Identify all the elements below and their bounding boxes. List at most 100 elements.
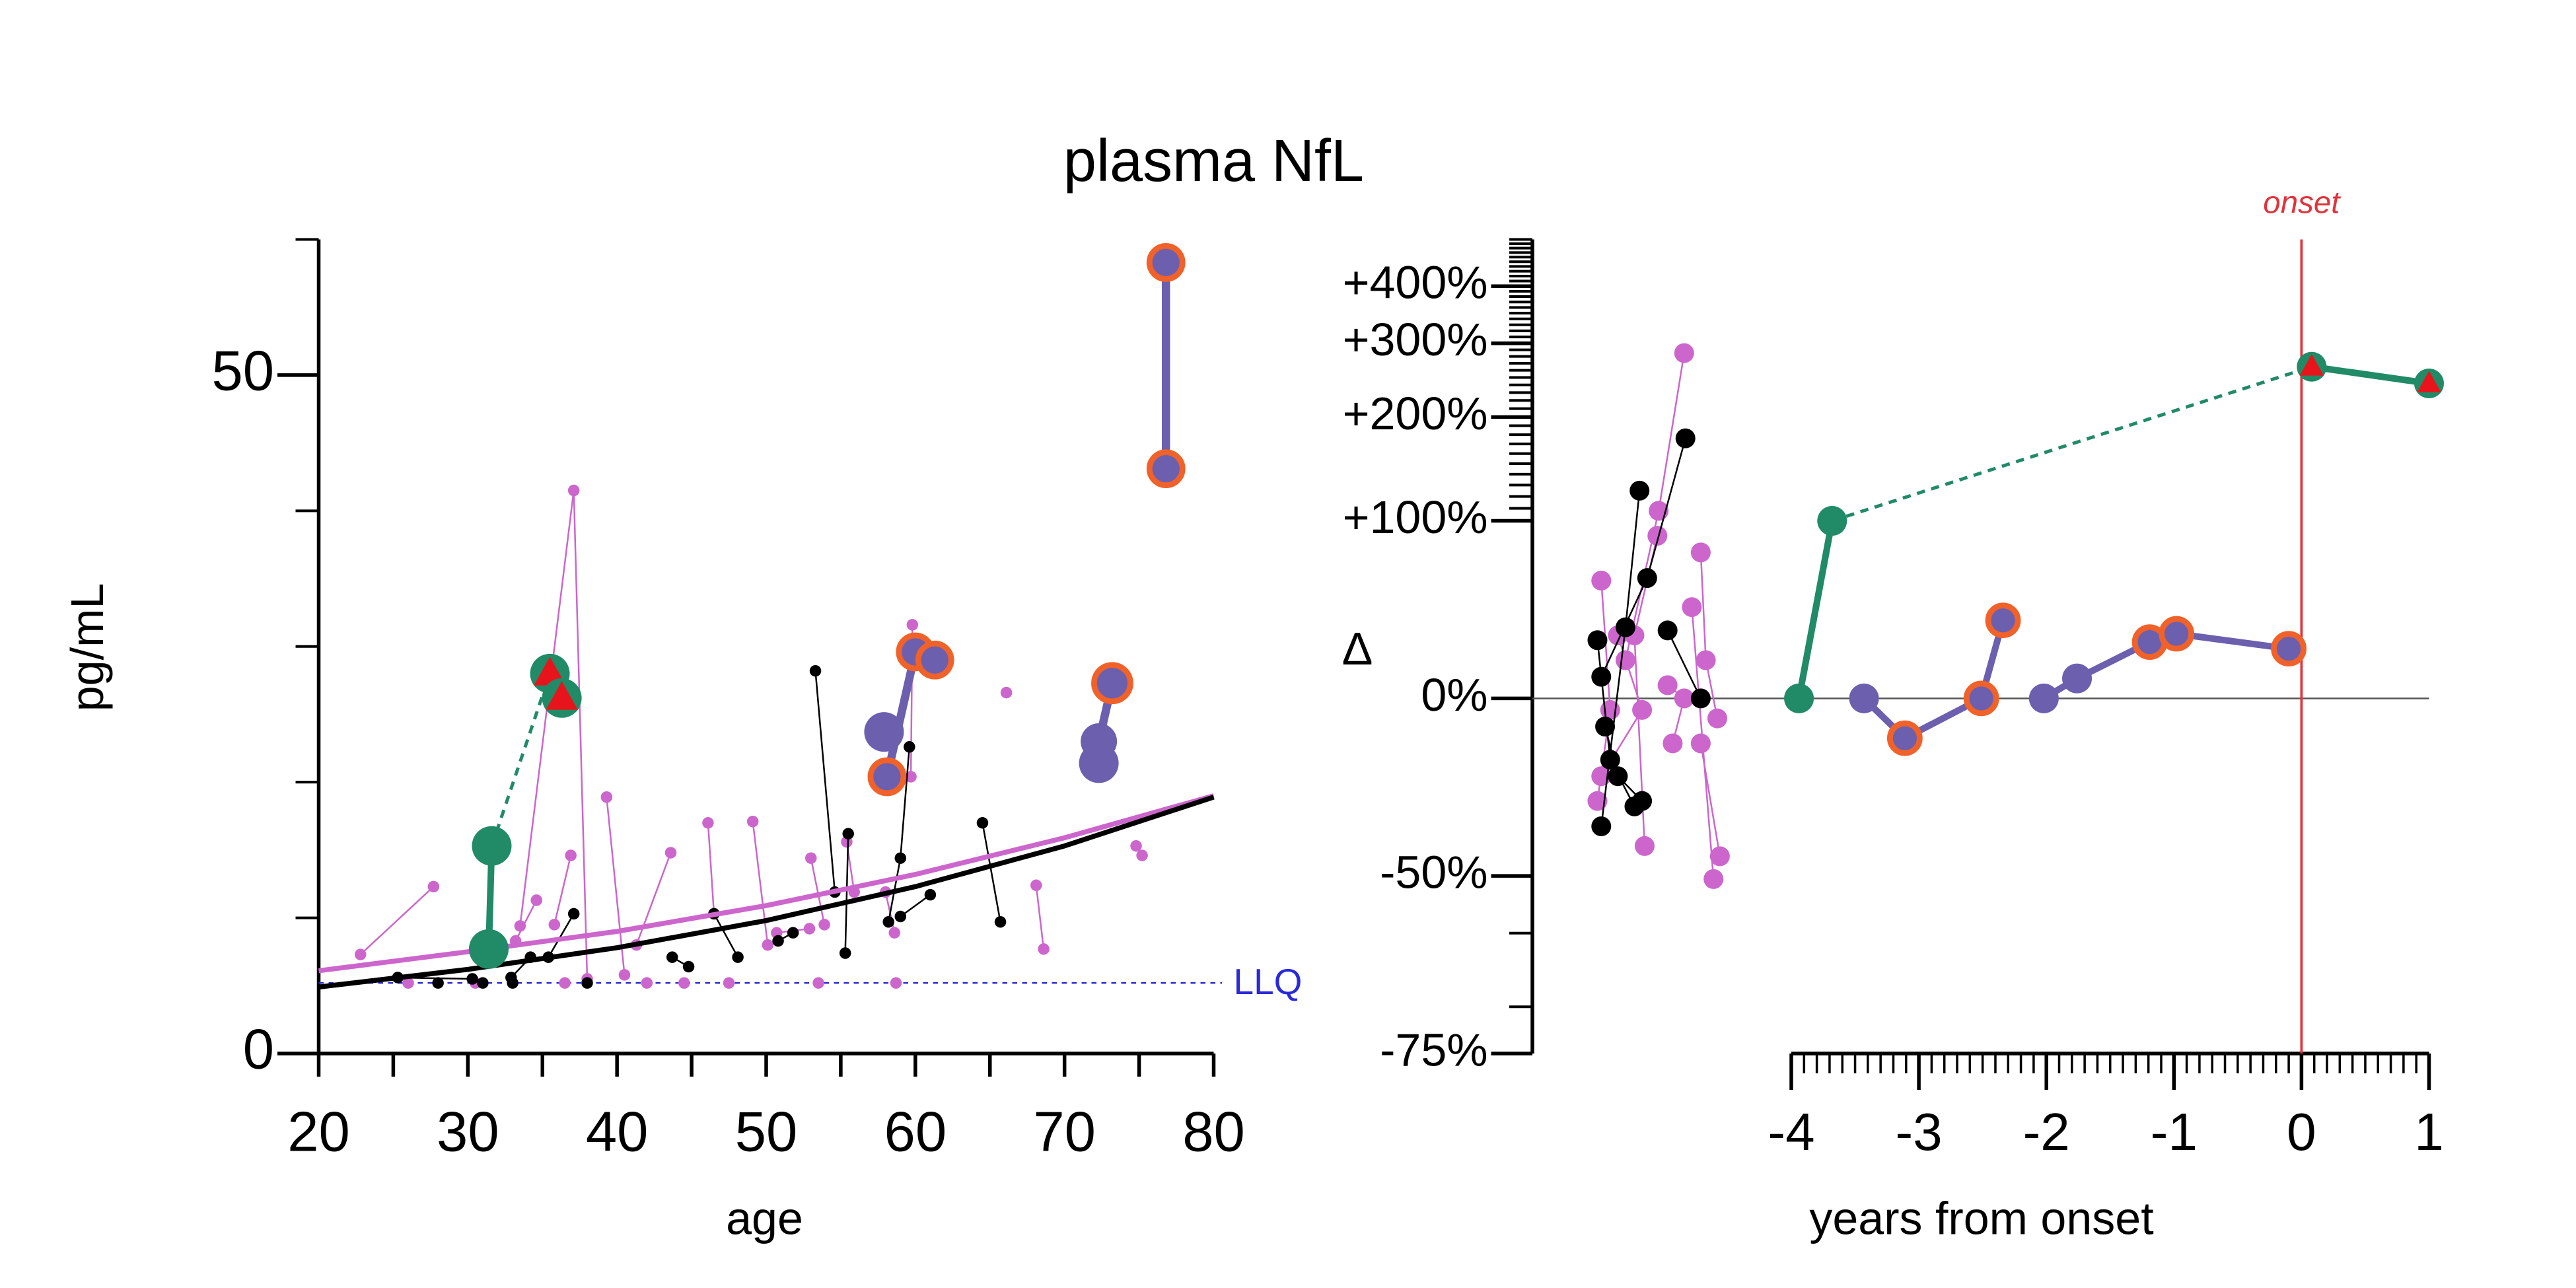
data-point: [1587, 630, 1608, 651]
data-point: [1674, 343, 1694, 363]
data-point: [1707, 708, 1727, 729]
data-point: [915, 640, 954, 680]
series-line: [548, 913, 575, 958]
y-tick-label: +300%: [1343, 314, 1488, 365]
data-point: [1595, 716, 1616, 736]
data-point: [468, 929, 509, 969]
data-point: [1690, 542, 1711, 563]
series-line: [810, 857, 826, 925]
series-line: [814, 670, 836, 892]
series-line: [1699, 743, 1721, 857]
data-point: [1784, 683, 1814, 713]
data-point: [904, 741, 915, 753]
data-point: [1674, 688, 1694, 709]
data-point: [432, 977, 444, 989]
data-point: [882, 915, 894, 928]
data-point: [1000, 686, 1013, 699]
data-point: [1146, 243, 1186, 282]
series-line: [1861, 619, 2007, 742]
data-point: [1587, 791, 1608, 811]
data-point: [787, 927, 799, 939]
x-tick-label: 0: [2287, 1102, 2316, 1161]
y-tick-label: +400%: [1343, 257, 1488, 308]
data-point: [732, 951, 744, 963]
data-point: [1647, 526, 1668, 546]
data-point: [1030, 879, 1042, 892]
data-point: [723, 977, 735, 989]
x-tick-label: -4: [1768, 1102, 1814, 1161]
x-axis-label: age: [726, 1192, 803, 1244]
data-point: [1690, 688, 1711, 709]
data-point: [1632, 699, 1653, 720]
data-point: [702, 817, 714, 829]
data-point: [812, 977, 824, 989]
x-tick-label: 20: [287, 1100, 350, 1163]
y-tick-label: 50: [211, 340, 274, 402]
data-point: [1682, 597, 1702, 618]
series-line: [707, 822, 715, 914]
data-point: [1985, 602, 2021, 639]
data-point: [894, 852, 906, 864]
data-point: [666, 951, 678, 963]
data-point: [466, 973, 478, 985]
x-tick-label: 60: [884, 1100, 947, 1163]
data-point: [548, 919, 561, 931]
y-tick-label: +200%: [1343, 388, 1488, 439]
data-point: [565, 849, 577, 861]
series-line: [318, 793, 1215, 974]
series-line: [554, 855, 572, 925]
data-point: [1038, 943, 1050, 955]
x-tick-label: 1: [2414, 1102, 2444, 1161]
data-point: [1849, 683, 1879, 713]
data-point: [867, 757, 907, 797]
y-tick-label: +100%: [1343, 491, 1488, 543]
data-point: [842, 828, 854, 840]
data-point: [477, 977, 489, 989]
data-point: [1817, 506, 1847, 536]
series-line: [1832, 365, 2312, 522]
series-line: [982, 822, 1001, 922]
x-tick-label: -3: [1896, 1102, 1943, 1161]
series-line: [1666, 629, 1702, 699]
data-point: [1709, 846, 1730, 867]
data-point: [772, 935, 784, 947]
series-line: [752, 821, 769, 945]
x-axis-label: years from onset: [1809, 1192, 2153, 1244]
triangle-marker: [546, 681, 578, 710]
y-tick-label: 0%: [1421, 669, 1487, 721]
data-point: [2028, 683, 2059, 713]
data-point: [354, 948, 367, 960]
data-point: [746, 815, 759, 828]
series-line: [844, 834, 849, 954]
series-line: [635, 852, 672, 946]
data-point: [803, 923, 816, 935]
y-axis-label: Δ: [1342, 623, 1373, 674]
series-line: [359, 886, 435, 955]
data-point: [567, 484, 580, 497]
data-point: [1146, 449, 1186, 489]
data-point: [906, 619, 919, 631]
data-point: [1081, 723, 1118, 760]
y-tick-label: -75%: [1380, 1024, 1487, 1075]
triangle-marker: [534, 657, 566, 686]
data-point: [890, 977, 902, 989]
x-tick-label: -2: [2023, 1102, 2070, 1161]
triangle-marker: [2299, 354, 2324, 376]
data-point: [1637, 568, 1657, 589]
x-tick-label: 30: [437, 1100, 499, 1163]
data-point: [600, 791, 613, 803]
series-line: [1035, 885, 1045, 949]
data-point: [976, 817, 989, 829]
data-point: [1091, 662, 1133, 705]
data-point: [762, 939, 774, 951]
data-point: [559, 977, 571, 989]
data-point: [839, 947, 851, 959]
data-point: [1632, 791, 1653, 811]
data-point: [567, 908, 580, 920]
data-point: [994, 915, 1007, 928]
chart-title: plasma NfL: [1063, 128, 1364, 194]
data-point: [809, 664, 822, 677]
data-point: [1886, 720, 1923, 756]
